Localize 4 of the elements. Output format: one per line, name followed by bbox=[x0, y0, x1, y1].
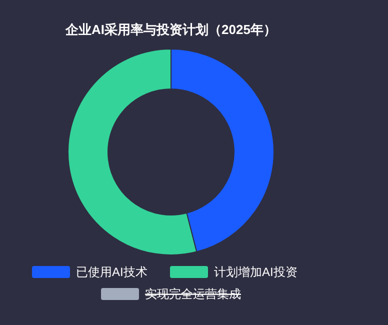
legend-label: 实现完全运营集成 bbox=[145, 287, 241, 301]
legend-label: 已使用AI技术 bbox=[76, 265, 148, 279]
chart-title: 企业AI采用率与投资计划（2025年） bbox=[64, 22, 276, 37]
legend-label: 计划增加AI投资 bbox=[214, 265, 298, 279]
